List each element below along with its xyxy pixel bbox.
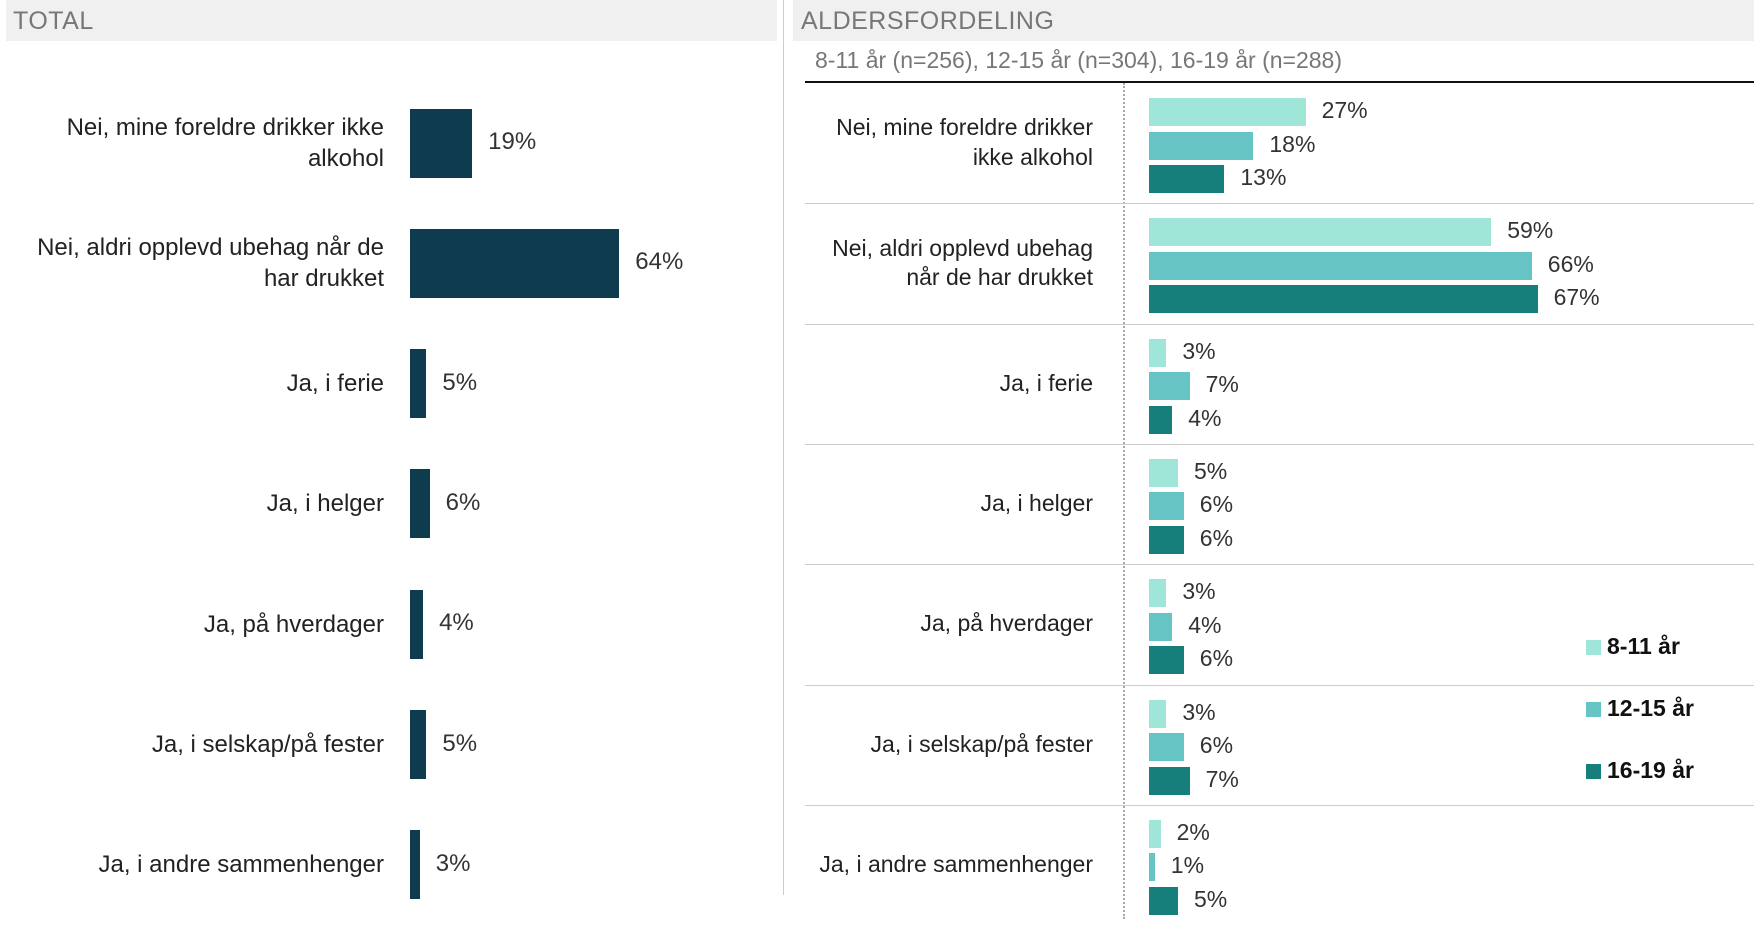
value-label: 4% [1188,611,1222,638]
category-label: Ja, på hverdager [203,610,384,638]
bar [1149,853,1155,882]
value-label: 4% [439,609,474,637]
bar [410,589,424,659]
bar [1149,405,1173,434]
value-label: 3% [1182,698,1216,725]
bar [1149,525,1184,554]
value-label: 27% [1321,97,1368,123]
value-label: 6% [445,488,481,516]
value-label: 5% [442,729,478,757]
category-label: Ja, i ferie [999,369,1093,396]
value-label: 6% [1199,732,1234,758]
subtitle: 8-11 år (n=256), 12-15 år (n=304), 16-19… [815,47,1342,73]
value-label: 5% [442,368,478,396]
bar [410,710,427,779]
category-label: Nei, mine foreldre drikker ikke alkohol [66,113,384,172]
rule [805,81,1754,83]
legend-swatch [1586,764,1601,779]
category-label: Ja, i selskap/på fester [151,730,384,758]
value-label: 67% [1553,284,1600,311]
row-separator [805,443,1754,445]
value-label: 5% [1194,885,1228,912]
bar [1149,218,1492,247]
value-label: 3% [1182,337,1216,364]
bar [410,469,430,539]
legend-swatch [1586,702,1601,717]
panel-title: TOTAL [13,7,94,35]
value-label: 3% [435,849,471,877]
bar [1149,165,1225,193]
header-band [793,0,1754,41]
bar [1149,338,1167,367]
row-separator [805,804,1754,806]
bar [1149,458,1178,487]
value-label: 7% [1205,371,1239,398]
value-label: 7% [1205,765,1239,792]
category-label: Nei, mine foreldre drikker ikke alkohol [836,114,1093,171]
panel-title: ALDERSFORDELING [801,7,1055,35]
bar [1149,579,1167,608]
bar [1149,131,1254,160]
category-label: Ja, i helger [266,490,384,518]
bar [1149,251,1532,280]
divider [783,0,784,895]
value-label: 3% [1182,578,1216,605]
value-label: 1% [1170,852,1205,879]
bar [1149,612,1173,641]
bar [1149,372,1190,401]
bar [1149,285,1538,314]
legend-swatch [1586,640,1601,655]
value-label: 66% [1547,250,1594,277]
category-label: Ja, på hverdager [920,610,1093,637]
value-label: 19% [488,128,537,155]
bar [1149,819,1161,848]
header-band [6,0,777,41]
axis-line [1123,83,1125,919]
bar [1149,492,1184,521]
category-label: Ja, i andre sammenhenger [98,851,385,879]
row-separator [805,564,1754,566]
value-label: 18% [1269,130,1316,157]
bar [1149,886,1178,915]
bar [410,228,620,298]
category-label: Ja, i selskap/på fester [870,730,1093,757]
value-label: 59% [1507,217,1554,244]
bar [410,108,473,178]
row-separator [805,684,1754,686]
value-label: 5% [1194,457,1228,484]
value-label: 64% [635,248,684,276]
category-label: Ja, i helger [980,490,1093,517]
legend-label: 16-19 år [1607,757,1694,783]
category-label: Nei, aldri opplevd ubehag når de har dru… [37,234,384,293]
value-label: 6% [1199,491,1234,518]
legend-label: 12-15 år [1607,695,1694,721]
bar [410,349,427,419]
bar [1149,733,1184,761]
category-label: Nei, aldri opplevd ubehag når de har dru… [832,234,1093,291]
category-label: Ja, i andre sammenhenger [819,851,1093,877]
value-label: 6% [1199,524,1234,551]
bar [410,830,420,900]
legend-label: 8-11 år [1607,633,1680,659]
bar [1149,98,1306,126]
category-label: Ja, i ferie [286,370,384,397]
bar [1149,646,1184,675]
value-label: 13% [1240,164,1287,190]
bar [1149,699,1167,728]
bar [1149,766,1190,795]
row-separator [805,323,1754,325]
value-label: 6% [1199,645,1234,672]
value-label: 4% [1188,404,1222,431]
value-label: 2% [1176,818,1210,845]
row-separator [805,203,1754,205]
